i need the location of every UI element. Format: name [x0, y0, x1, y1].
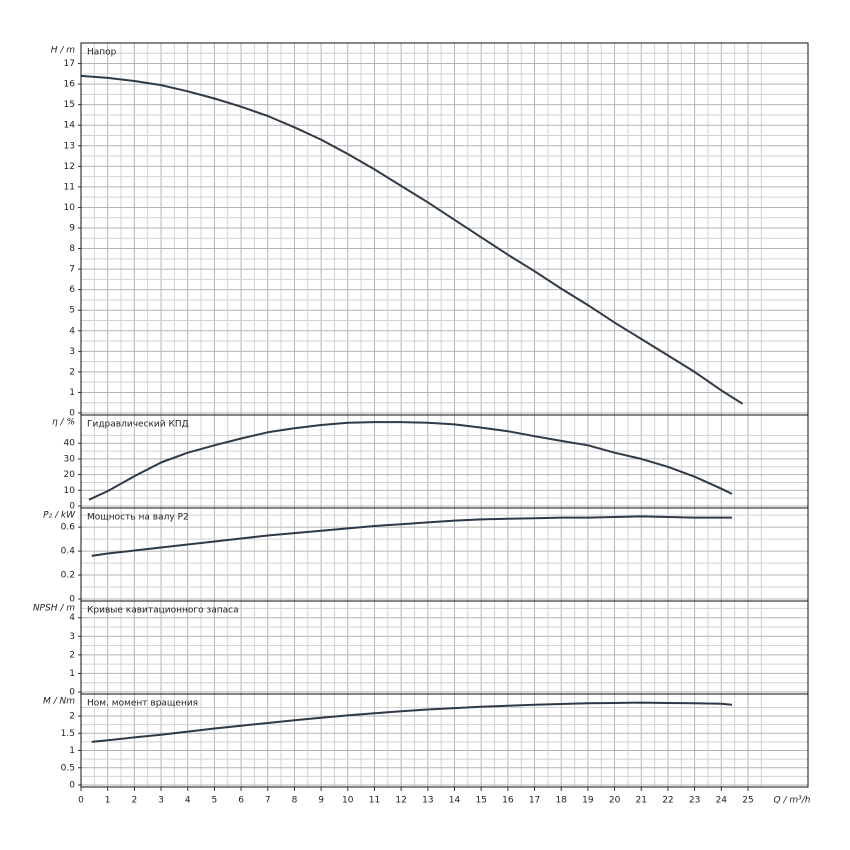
y-tick-label: 0: [69, 502, 75, 512]
y-tick-label: 0: [69, 781, 75, 791]
x-tick-label: 5: [212, 796, 218, 806]
x-tick-label: 19: [582, 796, 594, 806]
curve: [91, 701, 733, 743]
y-tick-label: 1: [69, 388, 75, 398]
y-tick-label: 14: [64, 121, 76, 131]
x-axis-label: Q / m³/h: [774, 796, 811, 806]
curves: [80, 74, 744, 743]
y-axis-label: M / Nm: [43, 697, 75, 707]
x-tick-label: 13: [422, 796, 433, 806]
y-tick-label: 8: [69, 244, 75, 254]
panel-title: Мощность на валу P2: [87, 513, 189, 523]
x-tick-label: 0: [78, 796, 84, 806]
panel-title: Ном. момент вращения: [87, 699, 198, 709]
x-tick-label: 2: [131, 796, 137, 806]
y-tick-label: 0: [69, 688, 75, 698]
x-tick-label: 3: [158, 796, 164, 806]
y-axis-label: NPSH / m: [33, 604, 75, 614]
y-tick-label: 9: [69, 224, 75, 234]
curve: [91, 515, 732, 557]
x-tick-label: 18: [555, 796, 567, 806]
y-axis-label: P₂ / kW: [43, 511, 76, 521]
x-tick-label: 21: [636, 796, 647, 806]
x-tick-label: 1: [105, 796, 111, 806]
y-tick-label: 12: [64, 162, 75, 172]
y-axis-label: η / %: [52, 418, 75, 428]
y-tick-label: 0: [69, 595, 75, 605]
y-tick-label: 5: [69, 306, 75, 316]
x-tick-label: 14: [449, 796, 461, 806]
y-tick-label: 0.5: [61, 763, 75, 773]
x-tick-label: 8: [292, 796, 298, 806]
y-tick-label: 4: [69, 613, 75, 623]
y-tick-label: 40: [64, 439, 76, 449]
y-tick-label: 3: [69, 632, 75, 642]
y-tick-label: 10: [64, 203, 76, 213]
y-tick-label: 2: [69, 712, 75, 722]
panel-title: Гидравлический КПД: [87, 420, 189, 430]
x-tick-label: 17: [529, 796, 540, 806]
y-tick-label: 10: [64, 486, 76, 496]
y-tick-label: 2: [69, 650, 75, 660]
y-tick-label: 1.5: [61, 729, 75, 739]
y-tick-label: 17: [64, 59, 75, 69]
x-tick-label: 11: [369, 796, 380, 806]
x-tick-label: 12: [395, 796, 406, 806]
x-tick-label: 25: [742, 796, 753, 806]
x-tick-label: 9: [318, 796, 324, 806]
x-tick-label: 16: [502, 796, 514, 806]
x-tick-label: 15: [475, 796, 486, 806]
y-axis-label: H / m: [51, 46, 76, 56]
curve: [80, 74, 744, 405]
y-tick-label: 20: [64, 470, 76, 480]
y-tick-label: 7: [69, 265, 75, 275]
y-tick-label: 0.2: [61, 571, 75, 581]
x-tick-label: 20: [609, 796, 621, 806]
y-tick-label: 11: [64, 182, 75, 192]
grid: [80, 43, 808, 787]
panel-title: Напор: [87, 48, 117, 58]
y-tick-label: 4: [69, 326, 75, 336]
x-tick-label: 22: [662, 796, 673, 806]
x-tick-label: 6: [238, 796, 244, 806]
x-tick-label: 4: [185, 796, 191, 806]
y-tick-label: 2: [69, 367, 75, 377]
x-tick-label: 7: [265, 796, 271, 806]
y-tick-label: 30: [64, 454, 76, 464]
y-tick-label: 6: [69, 285, 75, 295]
y-tick-label: 13: [64, 141, 75, 151]
y-tick-label: 15: [64, 100, 75, 110]
x-tick-label: 10: [342, 796, 354, 806]
y-tick-label: 3: [69, 347, 75, 357]
x-tick-label: 24: [716, 796, 728, 806]
y-tick-label: 1: [69, 746, 75, 756]
y-tick-label: 1: [69, 669, 75, 679]
curve: [88, 421, 733, 501]
plot-frame: [80, 42, 809, 788]
y-tick-label: 0.4: [61, 547, 76, 557]
x-tick-label: 23: [689, 796, 700, 806]
panel-title: Кривые кавитационного запаса: [87, 606, 239, 616]
y-tick-label: 0: [69, 409, 75, 419]
y-tick-label: 0.6: [61, 523, 76, 533]
y-tick-label: 16: [64, 80, 76, 90]
